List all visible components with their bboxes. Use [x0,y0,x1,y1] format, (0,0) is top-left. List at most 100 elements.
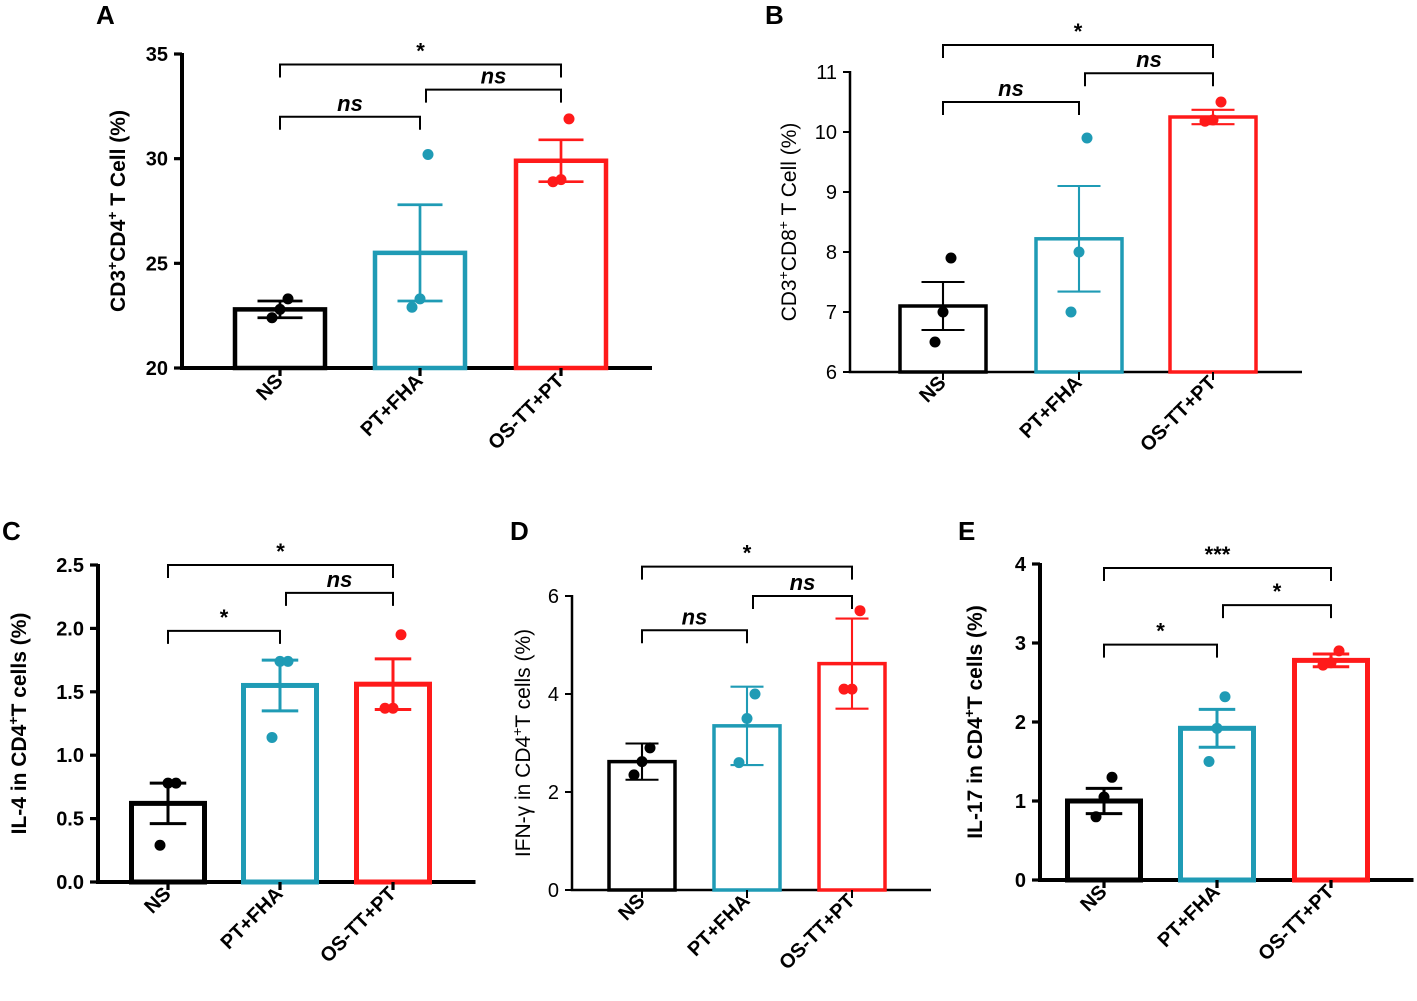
panel-c-significance-bracket-0 [167,629,281,644]
panel-a-y-tick-label: 35 [146,44,168,66]
panel-d-data-point [838,683,850,695]
panel-a-data-point [406,301,418,313]
panel-c-data-point [266,731,278,743]
panel-a-significance-label-1: ns [481,64,507,89]
panel-a-data-point [274,303,286,315]
panel-b-category-label-1: PT+FHA [1016,372,1087,443]
panel-d-data-point [854,605,866,617]
panel-a-category-label-1: PT+FHA [357,370,428,441]
panel-b-data-point [929,336,941,348]
panel-c-data-point [154,839,166,851]
panel-d-category-label-0: NS [614,890,649,925]
panel-d-y-tick-label: 6 [548,586,559,608]
panel-d-y-tick-label: 4 [548,684,559,706]
panel-b-y-tick-label: 11 [816,62,837,84]
panel-b-chart: 6 7 8 9 10 11 CD3+CD8+ T Cell (%) NS PT+FHA OS-TT… [775,19,1302,456]
panel-e-y-tick-label: 4 [1015,554,1027,576]
panel-d-chart: 0 2 4 6 IFN-γ in CD4+T cells (%) NS PT+FHA OS-T… [509,541,931,974]
panel-d-y-axis-title: IFN-γ in CD4+T cells (%) [509,629,535,857]
panel-c-significance-bracket-2 [167,564,394,578]
panel-b-error-bar-1 [1057,184,1101,293]
panel-a-data-point [282,293,294,305]
panel-b-data-point [1065,306,1077,318]
panel-d-significance-label-0: ns [682,604,708,629]
panel-e-data-point [1090,811,1102,823]
panel-b-error-bar-0 [921,280,965,332]
panel-d-y-tick-label: 2 [548,782,559,804]
panel-a-significance-label-2: * [416,38,425,63]
panel-c-category-label-1: PT+FHA [217,883,288,954]
panel-e-significance-bracket-1 [1222,604,1332,619]
panel-c-bar-2 [354,681,432,885]
panel-c-significance-label-0: * [220,605,229,630]
panel-a-y-tick-label: 20 [146,358,168,380]
panel-b-bar-2 [1168,115,1258,374]
panel-letter-d: D [510,516,529,546]
panel-c-y-tick-label: 1.0 [56,745,84,767]
panel-d-significance-label-2: * [743,541,752,566]
panel-c-significance-label-1: ns [327,567,353,592]
panel-e-data-point [1106,771,1118,783]
panel-letter-b: B [765,0,784,30]
panel-e-y-tick-label: 2 [1015,712,1026,734]
panel-c-bar-1 [241,682,319,885]
panel-b-data-point [945,252,957,264]
panel-c-data-point [387,702,399,714]
panel-b-significance-bracket-1 [1084,72,1214,87]
panel-b-y-tick-label: 7 [826,302,837,324]
panel-b-category-label-2: OS-TT+PT [1136,372,1220,456]
panel-a-significance-bracket-1 [425,88,562,103]
panel-letter-c: C [2,516,21,546]
panel-b-y-tick-label: 10 [815,122,837,144]
panel-a-significance-label-0: ns [337,91,363,116]
panel-d-data-point [733,757,745,769]
panel-e-data-point [1203,756,1215,767]
panel-e-y-tick-label: 0 [1015,870,1026,892]
panel-b-data-point [1073,246,1085,258]
panel-b-significance-label-2: * [1074,19,1083,44]
panel-e-data-point [1333,645,1345,657]
panel-d-category-label-2: OS-TT+PT [775,890,859,974]
panel-e-data-point [1098,791,1110,803]
panel-e-data-point [1325,657,1337,669]
panel-d-data-point [644,742,656,754]
panel-c-data-point [274,655,286,667]
panel-a-category-label-2: OS-TT+PT [484,370,568,454]
panel-e-data-point [1211,722,1223,734]
panel-a-bar-2 [513,158,609,371]
panel-a-category-label-0: NS [252,370,287,405]
panel-c-category-label-2: OS-TT+PT [316,883,400,967]
panel-b-data-point [1215,96,1227,108]
panel-letter-a: A [96,0,115,30]
panel-e-significance-bracket-0 [1103,643,1218,658]
panel-b-data-point [1081,132,1093,144]
panel-c-significance-bracket-1 [285,591,394,606]
panel-b-y-axis-title: CD3+CD8+ T Cell (%) [775,123,801,322]
panel-a-y-tick-label: 25 [146,253,168,275]
panel-c-y-tick-label: 2.0 [56,618,84,640]
panel-c-data-point [162,777,174,789]
panel-b-y-tick-label: 8 [826,242,837,264]
panel-a-significance-bracket-2 [279,63,562,78]
panel-a-y-tick-label: 30 [146,149,168,171]
panel-d-significance-label-1: ns [790,570,816,595]
panel-b-significance-label-0: ns [998,76,1024,101]
panel-b-data-point [1207,114,1219,126]
panel-e-significance-label-2: *** [1205,542,1231,567]
panel-d-data-point [636,756,648,768]
panel-d-data-point [846,683,858,695]
panel-c-significance-label-2: * [276,539,285,564]
panel-c-data-point [379,702,391,714]
panel-b-significance-label-1: ns [1136,47,1162,72]
panel-a-y-axis-title: CD3+CD4+ T Cell (%) [104,110,130,312]
panel-d-data-point [741,713,753,724]
panel-a-data-point [555,174,567,186]
panel-d-significance-bracket-2 [641,565,853,580]
panel-a-data-point [414,293,426,305]
panel-b-category-label-0: NS [915,372,950,407]
panel-e-significance-label-1: * [1273,579,1282,604]
panel-a-chart: 20 25 30 35 CD3+CD4+ T Cell (%) NS PT+FHA OS-TT… [104,38,652,454]
panel-d-significance-bracket-1 [752,595,853,609]
panel-b-significance-bracket-0 [942,101,1080,115]
